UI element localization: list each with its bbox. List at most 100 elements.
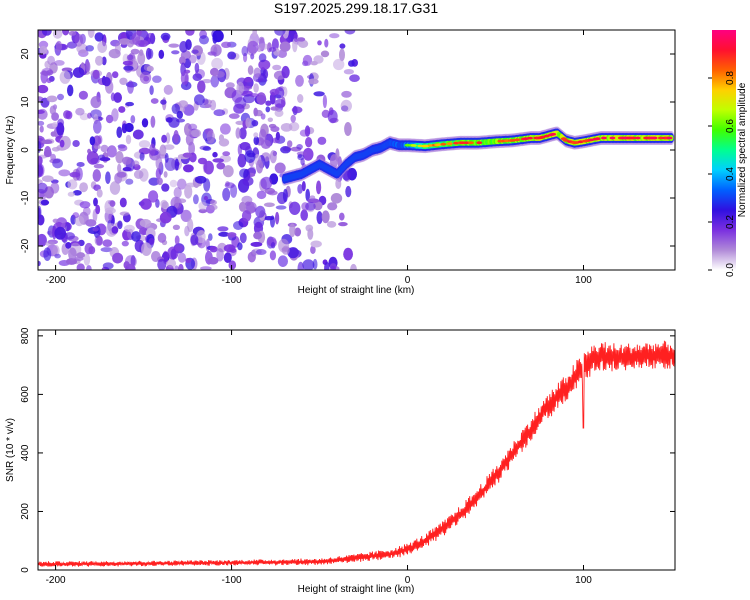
noise-blob bbox=[163, 84, 173, 95]
noise-blob bbox=[54, 253, 61, 259]
noise-blob bbox=[111, 226, 119, 234]
noise-blob bbox=[97, 135, 103, 145]
noise-blob bbox=[161, 183, 170, 192]
noise-blob bbox=[131, 160, 140, 167]
noise-blob bbox=[324, 38, 329, 48]
noise-blob bbox=[174, 265, 179, 270]
noise-blob bbox=[344, 122, 352, 136]
noise-blob bbox=[197, 157, 208, 165]
noise-blob bbox=[302, 147, 314, 161]
noise-blob bbox=[222, 151, 231, 157]
noise-blob bbox=[194, 94, 205, 106]
noise-blob bbox=[99, 157, 111, 162]
noise-blob bbox=[95, 204, 101, 215]
snr-y-ticks: 0 200 400 600 800 bbox=[20, 327, 675, 573]
noise-blob bbox=[297, 261, 304, 270]
noise-blob bbox=[68, 31, 77, 36]
noise-blob bbox=[339, 48, 345, 62]
noise-blob bbox=[52, 121, 58, 128]
noise-blob bbox=[72, 67, 85, 78]
noise-blob bbox=[125, 101, 134, 107]
noise-blob bbox=[213, 109, 226, 117]
signal-peak bbox=[467, 141, 474, 145]
noise-blob bbox=[101, 56, 107, 66]
noise-blob bbox=[288, 121, 300, 132]
noise-blob bbox=[108, 213, 113, 221]
noise-blob bbox=[122, 60, 133, 66]
noise-blob bbox=[207, 51, 217, 56]
noise-blob bbox=[104, 207, 116, 214]
y-tick-label: 400 bbox=[20, 444, 31, 461]
noise-blob bbox=[72, 212, 80, 219]
colorbar-tick-label: 0.2 bbox=[725, 215, 736, 229]
noise-blob bbox=[164, 152, 169, 163]
y-tick-label: 800 bbox=[20, 327, 31, 344]
noise-blob bbox=[171, 103, 180, 115]
noise-blob bbox=[256, 190, 267, 200]
noise-blob bbox=[148, 237, 155, 246]
noise-blob bbox=[344, 30, 356, 35]
y-tick-label: 0 bbox=[20, 147, 31, 153]
noise-blob bbox=[222, 187, 231, 202]
noise-blob bbox=[233, 103, 245, 114]
noise-blob bbox=[157, 232, 167, 243]
noise-blob bbox=[163, 144, 175, 150]
noise-blob bbox=[293, 33, 299, 43]
noise-blob bbox=[238, 201, 247, 212]
noise-blob bbox=[327, 202, 338, 211]
noise-blob bbox=[241, 210, 252, 222]
noise-blob bbox=[193, 194, 199, 205]
noise-blob bbox=[272, 64, 282, 71]
noise-blob bbox=[256, 92, 267, 105]
noise-blob bbox=[65, 110, 73, 120]
noise-blob bbox=[129, 38, 141, 45]
noise-blob bbox=[85, 45, 94, 52]
noise-blob bbox=[203, 160, 214, 175]
noise-blob bbox=[138, 140, 151, 149]
noise-blob bbox=[39, 45, 48, 55]
noise-blob bbox=[156, 177, 163, 186]
noise-blob bbox=[260, 176, 273, 190]
x-tick-label: 100 bbox=[575, 575, 592, 586]
y-tick-label: -20 bbox=[20, 238, 31, 253]
noise-blob bbox=[173, 130, 179, 144]
noise-blob bbox=[158, 49, 165, 60]
noise-blob bbox=[305, 137, 313, 148]
noise-blob bbox=[125, 134, 132, 145]
noise-blob bbox=[281, 65, 290, 79]
noise-blob bbox=[118, 144, 128, 152]
noise-blob bbox=[58, 169, 71, 177]
noise-blob bbox=[92, 169, 102, 182]
noise-blob bbox=[349, 74, 360, 82]
noise-blob bbox=[41, 175, 54, 182]
noise-blob bbox=[281, 245, 290, 255]
noise-blob bbox=[145, 47, 152, 60]
noise-blob bbox=[102, 239, 113, 247]
signal-peak bbox=[459, 141, 466, 145]
noise-blob bbox=[39, 125, 44, 133]
noise-blob bbox=[64, 232, 75, 240]
noise-blob bbox=[309, 195, 316, 200]
noise-blob bbox=[57, 93, 64, 101]
snr-marks bbox=[38, 340, 675, 567]
noise-blob bbox=[341, 90, 352, 98]
noise-blob bbox=[269, 250, 276, 261]
noise-blob bbox=[49, 105, 57, 115]
colorbar-tick-label: 0.8 bbox=[725, 71, 736, 85]
noise-blob bbox=[290, 114, 296, 123]
noise-blob bbox=[184, 225, 190, 237]
noise-blob bbox=[175, 118, 186, 123]
noise-blob bbox=[192, 73, 203, 81]
noise-blob bbox=[59, 139, 65, 148]
noise-blob bbox=[216, 248, 224, 262]
noise-blob bbox=[217, 226, 229, 232]
noise-blob bbox=[155, 156, 163, 170]
noise-blob bbox=[307, 198, 320, 203]
noise-blob bbox=[118, 106, 126, 113]
noise-blob bbox=[258, 53, 267, 63]
noise-blob bbox=[109, 181, 121, 195]
noise-blob bbox=[141, 118, 149, 128]
noise-blob bbox=[184, 184, 193, 199]
noise-blob bbox=[160, 32, 171, 41]
noise-blob bbox=[113, 92, 122, 103]
